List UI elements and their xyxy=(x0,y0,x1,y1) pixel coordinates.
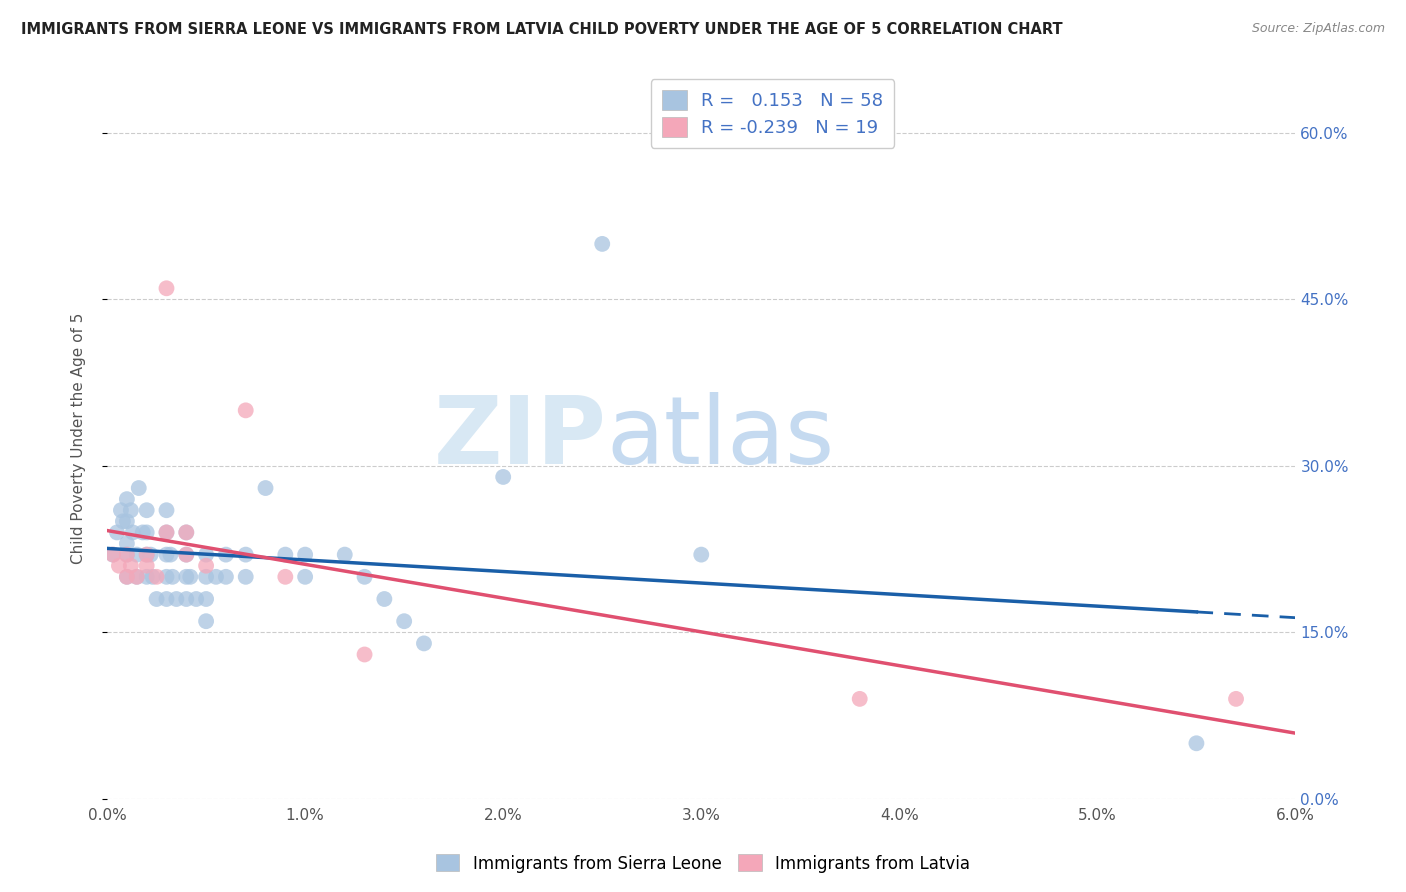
Point xyxy=(120,558,142,573)
Point xyxy=(294,570,316,584)
Point xyxy=(179,570,201,584)
Point xyxy=(115,548,138,562)
Point xyxy=(142,570,165,584)
Point xyxy=(115,570,138,584)
Point xyxy=(195,592,218,607)
Point xyxy=(294,548,316,562)
Point xyxy=(176,592,198,607)
Point xyxy=(135,558,157,573)
Point xyxy=(235,570,257,584)
Point xyxy=(1225,692,1247,706)
Point xyxy=(108,558,131,573)
Point xyxy=(274,548,297,562)
Legend: R =   0.153   N = 58, R = -0.239   N = 19: R = 0.153 N = 58, R = -0.239 N = 19 xyxy=(651,79,894,148)
Point xyxy=(195,570,218,584)
Point xyxy=(115,514,138,528)
Point xyxy=(195,548,218,562)
Point xyxy=(111,514,134,528)
Point xyxy=(492,470,515,484)
Point xyxy=(176,525,198,540)
Point xyxy=(235,548,257,562)
Point xyxy=(132,525,155,540)
Point xyxy=(848,692,870,706)
Point xyxy=(135,548,157,562)
Point xyxy=(165,592,187,607)
Point xyxy=(690,548,713,562)
Point xyxy=(101,548,124,562)
Point xyxy=(128,481,150,495)
Point xyxy=(176,548,198,562)
Point xyxy=(353,648,375,662)
Point xyxy=(186,592,208,607)
Point xyxy=(159,548,181,562)
Point xyxy=(145,592,167,607)
Point xyxy=(176,570,198,584)
Point xyxy=(176,525,198,540)
Point xyxy=(135,548,157,562)
Y-axis label: Child Poverty Under the Age of 5: Child Poverty Under the Age of 5 xyxy=(72,312,86,564)
Point xyxy=(155,503,177,517)
Point xyxy=(110,503,132,517)
Point xyxy=(145,570,167,584)
Point xyxy=(101,548,124,562)
Point xyxy=(155,592,177,607)
Point xyxy=(215,548,238,562)
Point xyxy=(205,570,228,584)
Point xyxy=(155,281,177,295)
Point xyxy=(105,525,128,540)
Point xyxy=(235,403,257,417)
Point xyxy=(162,570,184,584)
Point xyxy=(274,570,297,584)
Point xyxy=(195,558,218,573)
Text: ZIP: ZIP xyxy=(433,392,606,484)
Point xyxy=(254,481,277,495)
Point xyxy=(115,492,138,507)
Point xyxy=(155,570,177,584)
Point xyxy=(115,536,138,550)
Point xyxy=(413,636,436,650)
Point xyxy=(155,525,177,540)
Point xyxy=(591,236,613,251)
Point xyxy=(115,548,138,562)
Point xyxy=(155,525,177,540)
Point xyxy=(176,548,198,562)
Text: IMMIGRANTS FROM SIERRA LEONE VS IMMIGRANTS FROM LATVIA CHILD POVERTY UNDER THE A: IMMIGRANTS FROM SIERRA LEONE VS IMMIGRAN… xyxy=(21,22,1063,37)
Point xyxy=(373,592,395,607)
Point xyxy=(195,614,218,628)
Point xyxy=(353,570,375,584)
Point xyxy=(125,570,148,584)
Point xyxy=(392,614,415,628)
Point xyxy=(333,548,356,562)
Text: Source: ZipAtlas.com: Source: ZipAtlas.com xyxy=(1251,22,1385,36)
Point xyxy=(155,548,177,562)
Point xyxy=(125,548,148,562)
Point xyxy=(215,570,238,584)
Point xyxy=(139,548,162,562)
Point xyxy=(135,570,157,584)
Point xyxy=(135,525,157,540)
Point xyxy=(120,503,142,517)
Point xyxy=(121,525,143,540)
Text: atlas: atlas xyxy=(606,392,834,484)
Point xyxy=(1185,736,1208,750)
Point xyxy=(115,570,138,584)
Legend: Immigrants from Sierra Leone, Immigrants from Latvia: Immigrants from Sierra Leone, Immigrants… xyxy=(429,847,977,880)
Point xyxy=(135,503,157,517)
Point xyxy=(125,570,148,584)
